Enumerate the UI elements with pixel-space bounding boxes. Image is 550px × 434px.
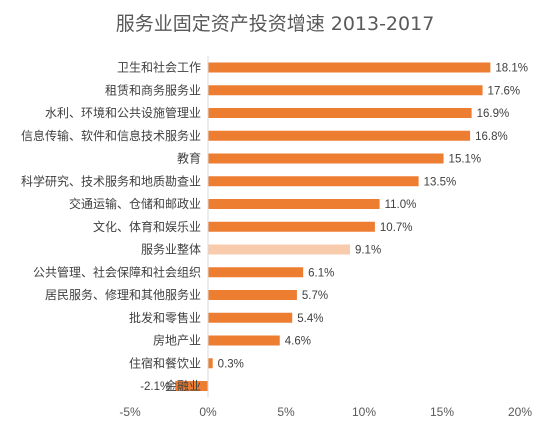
bar-10 [208, 267, 304, 278]
bar-1 [208, 62, 491, 73]
data-label: 15.1% [449, 154, 482, 166]
category-label: 房地产业 [153, 333, 201, 348]
data-label: 0.3% [218, 358, 244, 370]
data-label: 5.4% [297, 313, 323, 325]
bar-12 [208, 312, 293, 323]
category-label: 科学研究、技术服务和地质勘查业 [21, 173, 201, 188]
data-label: 4.6% [285, 336, 311, 348]
data-label: 10.7% [380, 222, 413, 234]
data-label: 6.1% [308, 267, 334, 279]
category-label: 公共管理、社会保障和社会组织 [33, 264, 201, 279]
x-tick-label: 15% [430, 405, 454, 419]
bar-3 [208, 108, 472, 118]
data-label: 5.7% [302, 290, 328, 302]
data-label: 9.1% [355, 245, 381, 257]
category-label: 卫生和社会工作 [117, 60, 201, 75]
bar-13 [208, 335, 280, 346]
x-tick-label: 0% [199, 405, 217, 419]
data-label: 13.5% [424, 176, 457, 188]
bar-7 [208, 199, 380, 209]
data-label: 18.1% [495, 63, 528, 75]
bar-11 [208, 290, 297, 300]
x-tick-label: 5% [277, 405, 295, 419]
data-label: 17.6% [488, 85, 521, 97]
bar-14 [208, 358, 213, 369]
category-label: 交通运输、仓储和邮政业 [69, 196, 201, 211]
bar-8 [208, 221, 375, 232]
x-tick-label: 10% [352, 405, 376, 419]
category-label: 信息传输、软件和信息技术服务业 [21, 128, 201, 143]
category-label: 金融业 [165, 378, 201, 393]
data-label: -2.1% [140, 381, 170, 393]
chart-title: 服务业固定资产投资增速 2013-2017 [115, 13, 435, 35]
bar-5 [208, 153, 444, 164]
category-label: 居民服务、修理和其他服务业 [45, 287, 201, 302]
category-label: 文化、体育和娱乐业 [93, 219, 201, 234]
category-label: 租赁和商务服务业 [105, 82, 201, 97]
bar-9 [208, 244, 350, 255]
data-label: 11.0% [385, 199, 417, 211]
category-label: 教育 [177, 151, 201, 166]
x-tick-label: 20% [508, 405, 532, 419]
category-label: 批发和零售业 [129, 310, 201, 325]
category-label: 水利、环境和公共设施管理业 [45, 105, 201, 120]
bar-6 [208, 176, 419, 187]
data-label: 16.8% [475, 131, 508, 143]
category-label: 住宿和餐饮业 [129, 355, 201, 370]
bar-15 [175, 381, 208, 391]
bar-4 [208, 130, 471, 141]
x-tick-label: -5% [119, 405, 141, 419]
data-label: 16.9% [477, 108, 510, 120]
bar-2 [208, 85, 483, 96]
category-label: 服务业整体 [141, 242, 201, 257]
